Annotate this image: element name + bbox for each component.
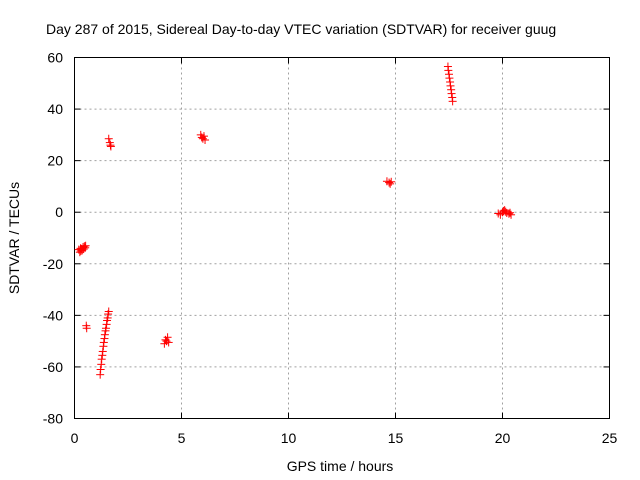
y-tick-label: 20 xyxy=(47,153,63,169)
x-tick-label: 5 xyxy=(178,430,186,446)
data-point xyxy=(505,208,514,217)
y-tick-label: 60 xyxy=(47,50,63,66)
data-point xyxy=(445,74,454,83)
data-point xyxy=(494,209,503,218)
data-point xyxy=(82,324,91,333)
data-point xyxy=(446,81,455,90)
data-point xyxy=(385,178,394,187)
data-point xyxy=(386,179,395,188)
y-axis-label: SDTVAR / TECUs xyxy=(6,182,22,294)
axis-ticks xyxy=(74,57,610,419)
grid xyxy=(74,57,610,419)
data-point xyxy=(104,307,113,316)
data-point xyxy=(96,365,105,374)
data-point xyxy=(498,208,507,217)
y-tick-label: -20 xyxy=(43,256,63,272)
data-point xyxy=(444,66,453,75)
data-point xyxy=(447,89,456,98)
x-tick-label: 20 xyxy=(495,430,511,446)
y-tick-label: 40 xyxy=(47,101,63,117)
data-point xyxy=(81,241,90,250)
data-point xyxy=(387,177,396,186)
data-point xyxy=(97,355,106,364)
data-point xyxy=(99,338,108,347)
data-point xyxy=(80,242,89,251)
data-point xyxy=(507,210,516,219)
data-point xyxy=(164,338,173,347)
x-tick-label: 25 xyxy=(602,430,618,446)
x-tick-label: 15 xyxy=(388,430,404,446)
data-point xyxy=(106,142,115,151)
x-tick-label: 10 xyxy=(281,430,297,446)
y-tick-label: -40 xyxy=(43,307,63,323)
data-point xyxy=(501,207,510,216)
data-point xyxy=(499,206,508,215)
data-point xyxy=(101,324,110,333)
data-point xyxy=(199,132,208,141)
data-point xyxy=(201,136,210,145)
x-tick-label: 0 xyxy=(71,430,79,446)
data-point xyxy=(98,347,107,356)
plot-frame xyxy=(74,57,610,419)
data-point xyxy=(162,337,171,346)
y-tick-label: -60 xyxy=(43,359,63,375)
chart-title: Day 287 of 2015, Sidereal Day-to-day VTE… xyxy=(46,21,556,37)
data-point xyxy=(448,97,457,106)
data-point xyxy=(163,333,172,342)
x-axis-label: GPS time / hours xyxy=(287,458,394,474)
data-point xyxy=(504,209,513,218)
y-tick-label: -80 xyxy=(43,411,63,427)
data-point xyxy=(100,330,109,339)
y-tick-label: 0 xyxy=(55,204,63,220)
data-points xyxy=(74,62,516,379)
data-point xyxy=(104,134,113,143)
